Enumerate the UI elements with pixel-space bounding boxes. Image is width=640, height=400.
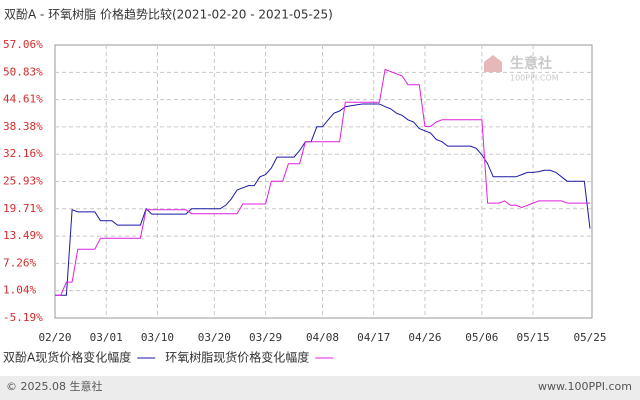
x-tick-label: 03/20: [198, 331, 231, 344]
watermark-icon: [484, 55, 502, 72]
y-tick-label: 57.06%: [3, 38, 43, 51]
y-tick-label: 50.83%: [3, 65, 43, 78]
chart-title: 双酚A - 环氧树脂 价格趋势比较(2021-02-20 - 2021-05-2…: [4, 7, 333, 22]
y-tick-label: 44.61%: [3, 93, 43, 106]
legend-label: 环氧树脂现货价格变化幅度: [165, 350, 309, 365]
x-tick-label: 02/20: [38, 331, 71, 344]
watermark-name: 生意社: [510, 55, 552, 72]
y-tick-label: 32.16%: [3, 147, 43, 160]
series-line: [55, 103, 591, 296]
footer-bar: [0, 376, 640, 400]
series-line: [55, 68, 590, 296]
legend-label: 双酚A现货价格变化幅度: [3, 350, 131, 365]
x-tick-label: 04/17: [357, 331, 390, 344]
y-tick-label: 7.26%: [3, 256, 36, 269]
watermark-site: 100PPI.COM: [510, 74, 559, 83]
y-tick-label: 38.38%: [3, 120, 43, 133]
watermark: 生意社 100PPI.COM: [484, 55, 559, 83]
x-tick-label: 03/29: [249, 331, 282, 344]
x-tick-label: 05/15: [517, 331, 550, 344]
y-tick-label: -5.19%: [3, 311, 43, 324]
footer-site: www.100PPI.com: [538, 380, 632, 393]
y-tick-label: 19.71%: [3, 202, 43, 215]
y-tick-label: 1.04%: [3, 284, 36, 297]
x-tick-label: 04/08: [306, 331, 339, 344]
x-tick-label: 04/26: [408, 331, 441, 344]
x-tick-label: 03/01: [90, 331, 123, 344]
y-tick-label: 13.49%: [3, 229, 43, 242]
x-tick-label: 05/25: [573, 331, 606, 344]
y-tick-label: 25.93%: [3, 175, 43, 188]
footer-copyright: © 2025.08 生意社: [6, 379, 102, 393]
x-tick-label: 03/10: [141, 331, 174, 344]
x-tick-label: 05/06: [465, 331, 498, 344]
